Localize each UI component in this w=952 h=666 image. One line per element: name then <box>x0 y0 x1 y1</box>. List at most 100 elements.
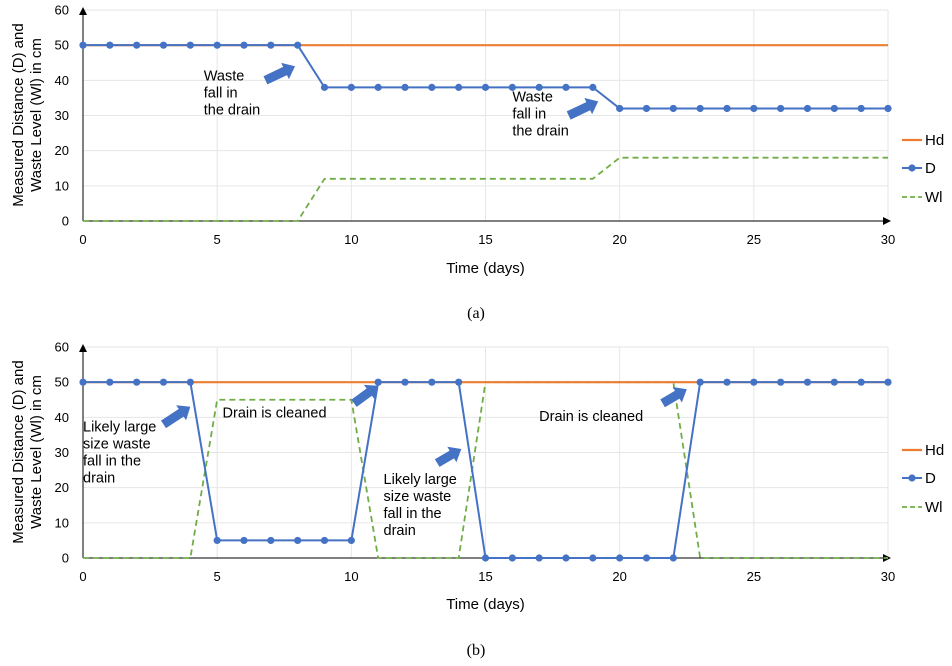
data-point-d <box>159 41 168 49</box>
data-point-d <box>374 83 382 91</box>
data-point-d <box>830 378 838 386</box>
x-tick-label: 5 <box>214 232 221 247</box>
data-point-d <box>857 104 865 113</box>
annotation-text: Drain is cleaned <box>223 405 327 421</box>
data-point-d <box>642 104 651 113</box>
y-axis-title-line2: Waste Level (Wl) in cm <box>28 375 45 529</box>
data-point-d <box>374 378 382 386</box>
y-tick-label: 0 <box>62 551 69 566</box>
legend: Hd D Wl <box>902 442 944 516</box>
chart-panel-b: 0 10 20 30 40 50 60 0 5 10 15 20 25 30 Time (days) Meas… <box>10 340 944 660</box>
x-tick-label: 15 <box>478 569 492 584</box>
annotation-arrow <box>351 384 379 407</box>
annotation-arrow <box>566 98 599 120</box>
annotation: Drain is cleaned <box>223 384 379 421</box>
annotation-text: drain <box>83 470 115 486</box>
annotation-text: fall in the <box>83 453 141 469</box>
x-tick-label: 10 <box>344 569 358 584</box>
data-point-d <box>696 378 704 386</box>
annotation-text: the drain <box>512 123 568 139</box>
data-point-d <box>481 83 490 91</box>
x-tick-label: 15 <box>478 232 492 247</box>
data-point-d <box>455 83 463 91</box>
data-point-d <box>294 41 302 49</box>
data-point-d <box>320 83 329 91</box>
x-tick-label: 20 <box>612 232 626 247</box>
legend-marker-d <box>908 474 916 482</box>
data-point-d <box>777 378 785 386</box>
data-point-d <box>267 536 275 545</box>
data-point-d <box>347 536 355 545</box>
y-axis-title-line1: Measured Distance (D) and <box>10 360 27 543</box>
data-point-d <box>159 378 168 386</box>
x-tick-label: 25 <box>747 569 761 584</box>
data-point-d <box>401 378 409 386</box>
annotation-text: size waste <box>83 436 151 452</box>
y-axis-arrowhead <box>79 344 87 352</box>
y-tick-label: 50 <box>55 375 69 390</box>
data-point-d <box>508 83 516 91</box>
data-point-d <box>857 378 865 386</box>
annotation-text: fall in the <box>384 506 442 522</box>
data-point-d <box>213 536 221 545</box>
annotation-text: Likely large <box>384 472 457 488</box>
data-point-d <box>803 378 812 386</box>
y-tick-label: 30 <box>55 445 69 460</box>
data-point-d <box>750 378 758 386</box>
annotation-arrow <box>263 62 295 85</box>
data-point-d <box>508 554 516 562</box>
annotation: Drain is cleaned <box>539 387 687 425</box>
annotation-text: fall in <box>512 106 546 122</box>
data-point-d <box>240 41 248 49</box>
data-point-d <box>562 83 570 91</box>
data-point-d <box>616 104 624 113</box>
series-line-wl <box>83 156 888 222</box>
x-axis-title: Time (days) <box>446 596 525 613</box>
data-point-d <box>642 554 651 562</box>
y-axis-title: Measured Distance (D) and Waste Level (Wl… <box>10 23 45 206</box>
y-tick-label: 50 <box>55 38 69 53</box>
data-point-d <box>589 83 597 91</box>
annotation-text: Waste <box>204 68 245 84</box>
data-point-d <box>723 104 731 113</box>
annotation-text: size waste <box>384 489 452 505</box>
data-point-d <box>803 104 812 113</box>
data-point-d <box>830 104 838 113</box>
data-point-d <box>133 378 141 386</box>
data-point-d <box>455 378 463 386</box>
x-tick-label: 0 <box>79 569 86 584</box>
legend-label-wl: Wl <box>925 189 943 206</box>
data-point-d <box>106 41 114 49</box>
y-tick-label: 40 <box>55 73 69 88</box>
legend-label-wl: Wl <box>925 499 943 516</box>
figure-caption: (b) <box>467 642 486 659</box>
y-tick-label: 10 <box>55 515 69 530</box>
y-tick-label: 20 <box>55 143 69 158</box>
data-point-d <box>267 41 275 49</box>
legend-label-hd: Hd <box>925 132 944 149</box>
data-point-d <box>347 83 355 91</box>
y-tick-label: 20 <box>55 480 69 495</box>
annotation-arrow <box>161 405 191 429</box>
y-tick-label: 60 <box>55 3 69 18</box>
data-point-d <box>750 104 758 113</box>
data-point-d <box>669 104 677 113</box>
x-tick-label: 10 <box>344 232 358 247</box>
legend-marker-d <box>908 164 916 172</box>
y-axis-title-line1: Measured Distance (D) and <box>10 23 27 206</box>
data-point-d <box>401 83 409 91</box>
data-point-d <box>240 536 248 545</box>
annotation-text: drain <box>384 523 416 539</box>
x-tick-label: 30 <box>881 232 895 247</box>
x-tick-label: 20 <box>612 569 626 584</box>
data-point-d <box>186 378 194 386</box>
y-axis-title: Measured Distance (D) and Waste Level (Wl… <box>10 360 45 543</box>
annotation-text: fall in <box>204 85 238 101</box>
legend-label-d: D <box>925 160 936 177</box>
data-point-d <box>562 554 570 562</box>
data-point-d <box>106 378 114 386</box>
data-point-d <box>294 536 302 545</box>
